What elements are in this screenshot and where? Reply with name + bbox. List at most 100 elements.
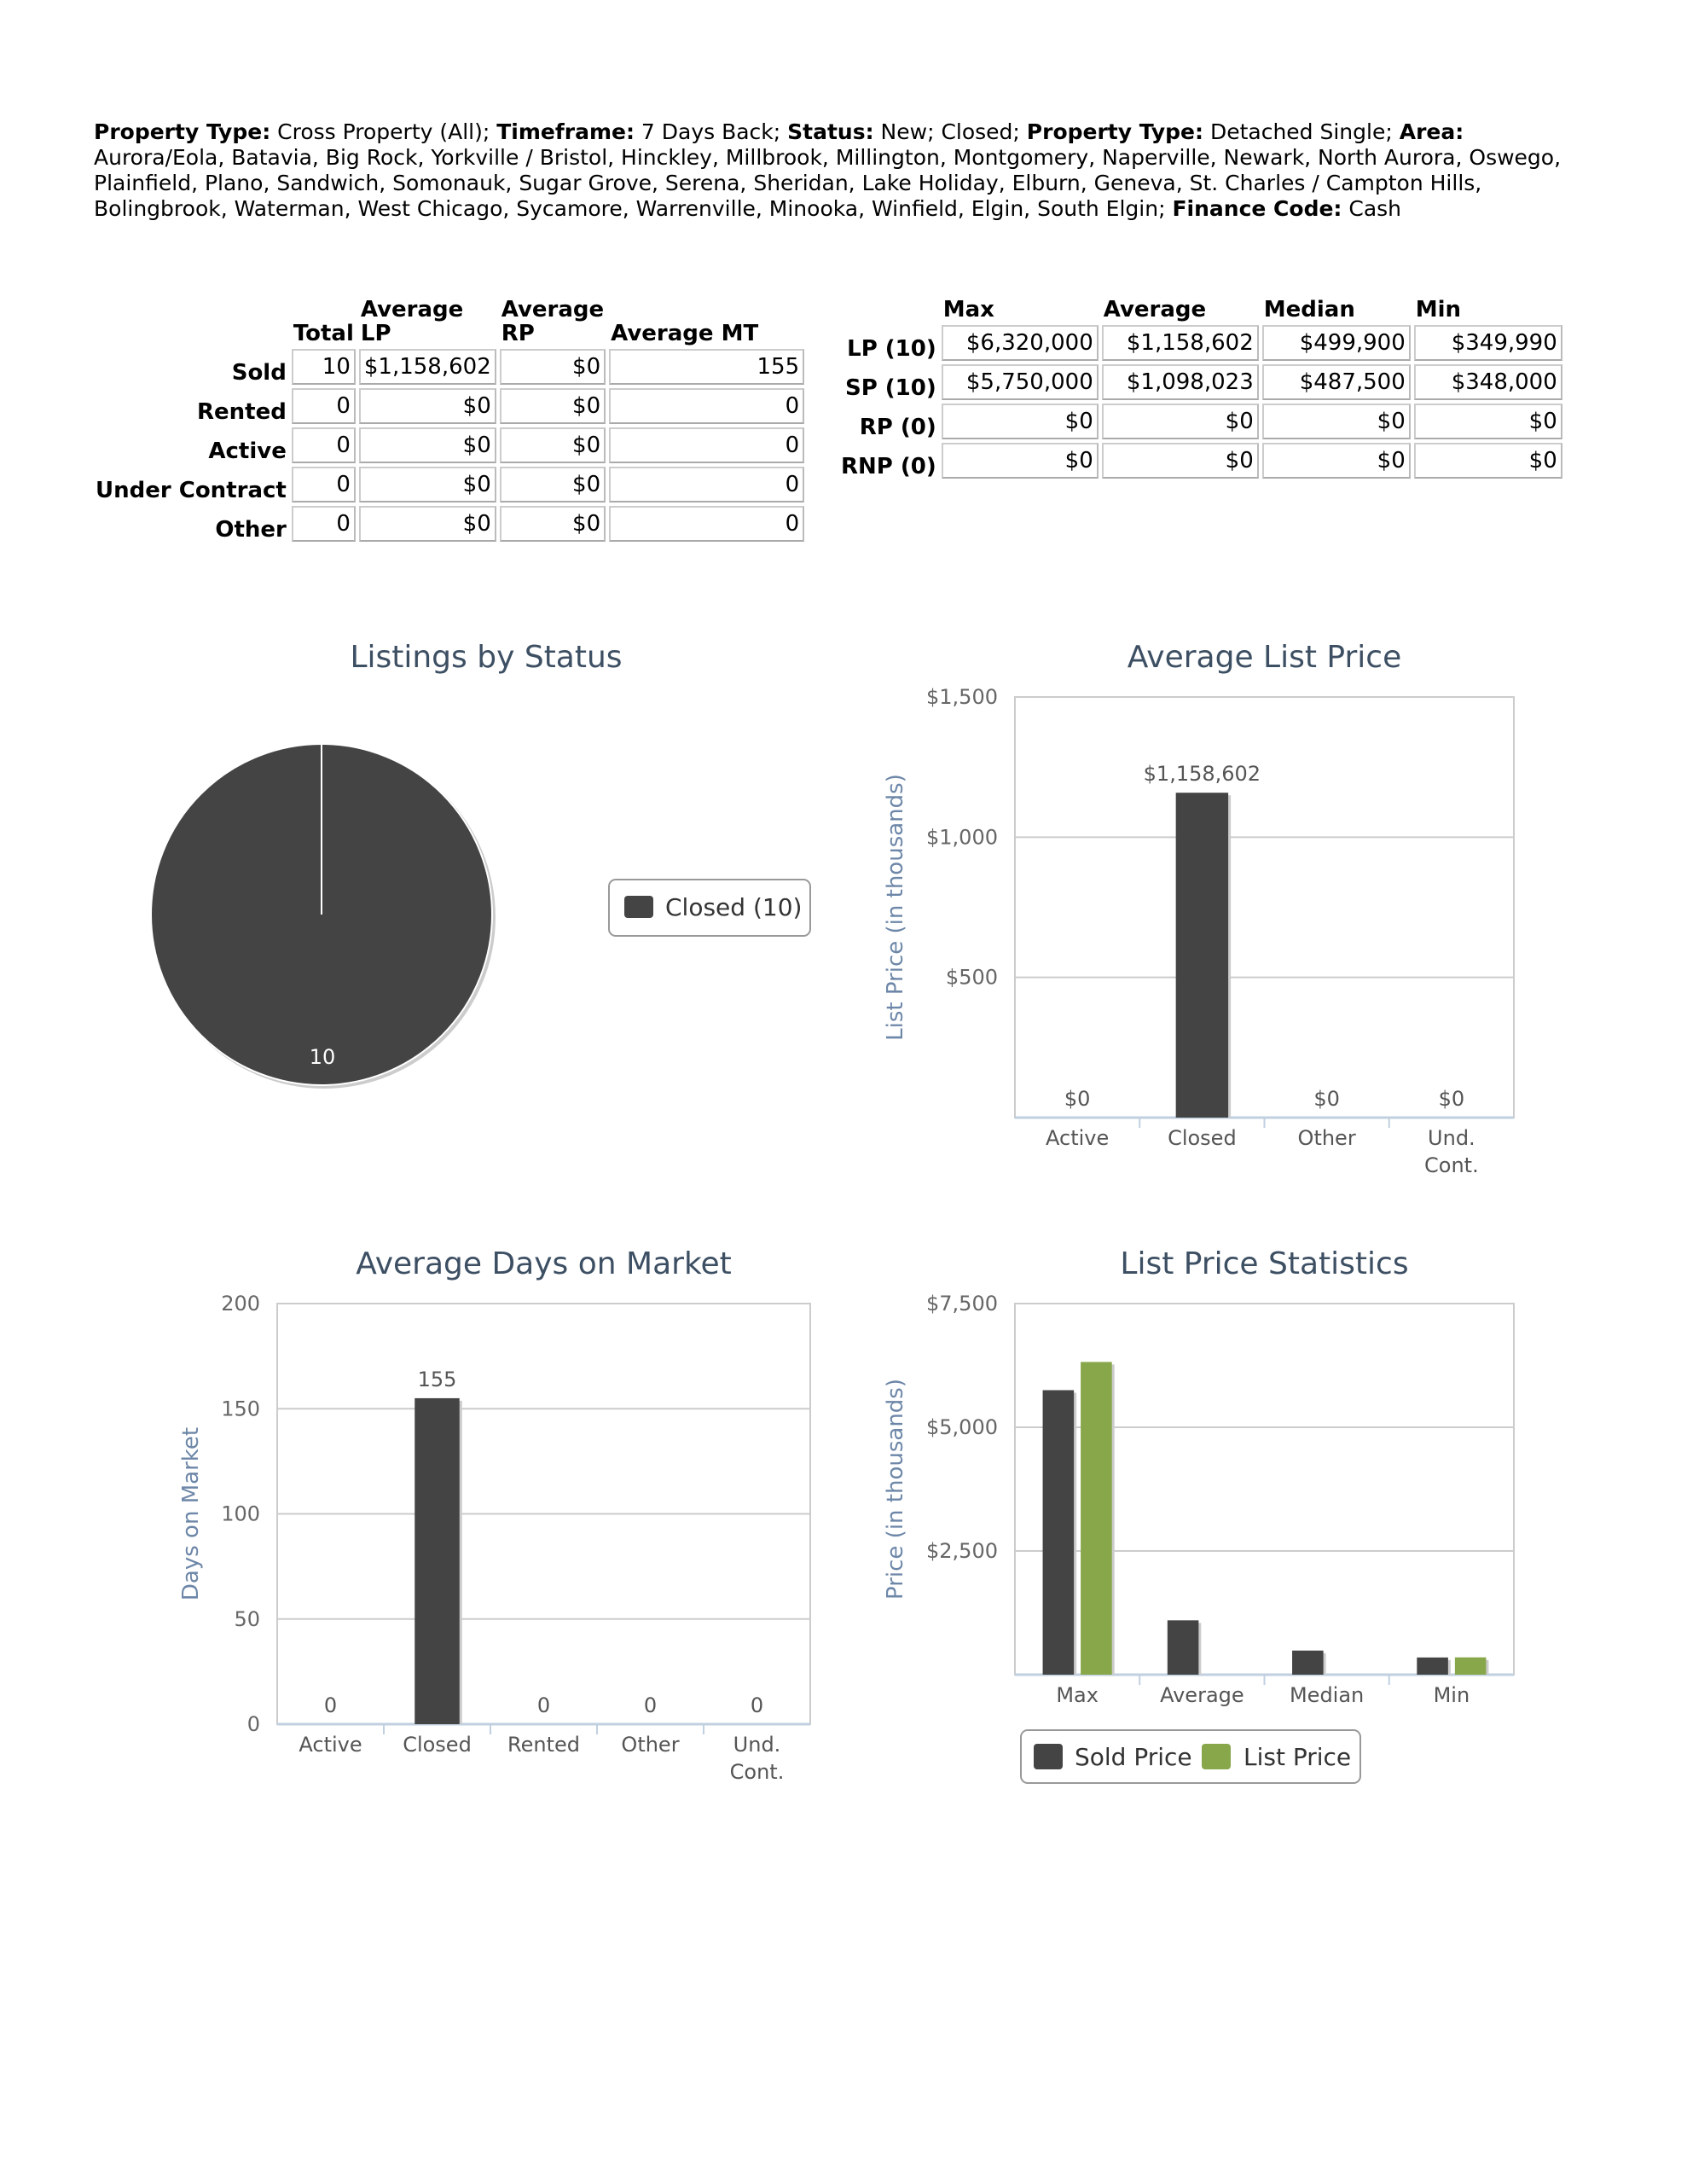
- table-cell: $1,098,023: [1101, 364, 1259, 400]
- column-header: Min: [1415, 297, 1462, 322]
- column-header: Average MT: [611, 321, 759, 346]
- x-tick-label: Active: [299, 1733, 362, 1757]
- bar-data-label: 155: [418, 1368, 457, 1391]
- table-cell: 0: [291, 388, 356, 424]
- x-tick-label: Active: [1046, 1126, 1109, 1150]
- x-tick-label: Average: [1160, 1683, 1244, 1707]
- table-row: Active 0 $0 $0 0: [94, 427, 805, 464]
- bar-sold-price: [1042, 1390, 1075, 1675]
- table-cell: 0: [291, 467, 356, 502]
- y-tick-label: $7,500: [926, 1292, 998, 1316]
- table-cell: $0: [499, 427, 606, 463]
- bar-closed: [415, 1397, 460, 1724]
- table-cell: 0: [291, 427, 356, 463]
- table-cell: 0: [291, 506, 356, 542]
- criteria-value: Cash: [1342, 196, 1402, 221]
- bar-list-price: [1081, 1362, 1112, 1675]
- column-header: Average RP: [501, 297, 605, 346]
- legend-box: [1020, 1729, 1361, 1784]
- bar-closed: [1175, 793, 1229, 1118]
- table-row: LP (10) $6,320,000 $1,158,602 $499,900 $349,…: [839, 325, 1562, 361]
- bar-list-price: [1454, 1657, 1487, 1675]
- row-header: RP (0): [859, 415, 936, 440]
- criteria-key: Timeframe:: [496, 119, 635, 144]
- y-tick-label: 50: [234, 1607, 260, 1631]
- row-header: LP (10): [847, 336, 936, 362]
- table-cell: $0: [499, 388, 606, 424]
- row-header: SP (10): [844, 375, 936, 401]
- bar-data-label: $0: [1064, 1087, 1091, 1111]
- chart-title: List Price Statistics: [1120, 1246, 1408, 1281]
- row-header: Active: [208, 439, 287, 464]
- table-cell: $1,158,602: [358, 349, 496, 385]
- table-cell: $5,750,000: [941, 364, 1099, 400]
- row-header: Under Contract: [96, 478, 287, 503]
- x-tick-label: Median: [1290, 1683, 1364, 1707]
- table-cell: $0: [1101, 443, 1259, 479]
- table-cell: $0: [1413, 443, 1562, 479]
- table-row: RP (0) $0 $0 $0 $0: [839, 404, 1562, 439]
- table-cell: 10: [291, 349, 356, 385]
- table-cell: $0: [358, 388, 496, 424]
- y-tick-label: $2,500: [926, 1539, 998, 1563]
- legend-label-sold: Sold Price: [1075, 1743, 1192, 1771]
- table-row: Under Contract 0 $0 $0 0: [94, 467, 805, 503]
- y-tick-label: 100: [221, 1502, 260, 1526]
- criteria-value: Cross Property (All);: [270, 119, 497, 144]
- table-cell: 0: [609, 467, 805, 502]
- x-tick-label: Min: [1434, 1683, 1470, 1707]
- x-tick-label: Max: [1056, 1683, 1099, 1707]
- criteria-value: 7 Days Back;: [634, 119, 788, 144]
- table-row: Rented 0 $0 $0 0: [94, 388, 805, 425]
- x-tick-label: Other: [1298, 1126, 1356, 1150]
- y-tick-label: 200: [221, 1292, 260, 1316]
- table-row: Other 0 $0 $0 0: [94, 506, 805, 542]
- bar-data-label: $1,158,602: [1144, 762, 1261, 786]
- row-header: Rented: [197, 399, 287, 425]
- bar-data-label: $0: [1313, 1087, 1340, 1111]
- row-header: Sold: [231, 360, 287, 386]
- table-cell: 0: [609, 427, 805, 463]
- bar-data-label: 0: [537, 1693, 550, 1717]
- table-cell: $0: [1413, 404, 1562, 439]
- column-header: Total: [293, 321, 354, 346]
- table-cell: $349,990: [1413, 325, 1562, 361]
- x-tick-label: Cont.: [730, 1760, 785, 1784]
- bar-data-label: $0: [1439, 1087, 1465, 1111]
- column-header: Max: [942, 297, 994, 322]
- table-cell: $1,158,602: [1101, 325, 1259, 361]
- chart-title: Average List Price: [1128, 640, 1401, 675]
- y-tick-label: $500: [946, 966, 998, 990]
- bar-data-label: 0: [751, 1693, 763, 1717]
- x-tick-label: Cont.: [1424, 1153, 1479, 1177]
- criteria-key: Area:: [1399, 119, 1464, 144]
- row-header: RNP (0): [841, 454, 936, 479]
- table-row: Sold 10 $1,158,602 $0 155: [94, 349, 805, 386]
- criteria-value: Aurora/Eola, Batavia, Big Rock, Yorkvill…: [94, 145, 1562, 221]
- pie-data-label: 10: [310, 1045, 336, 1069]
- criteria-value: Detached Single;: [1203, 119, 1400, 144]
- legend-label-list: List Price: [1244, 1743, 1351, 1771]
- bar-sold-price: [1292, 1650, 1324, 1675]
- bar-data-label: 0: [644, 1693, 657, 1717]
- table-cell: $0: [941, 404, 1099, 439]
- column-header: Median: [1263, 297, 1355, 322]
- table-cell: $0: [1261, 443, 1411, 479]
- column-header: Average: [1103, 297, 1207, 322]
- criteria-key: Property Type:: [94, 119, 271, 144]
- table-cell: $0: [499, 349, 606, 385]
- header-row: Total Average LP Average RP Average MT: [94, 298, 804, 346]
- legend-swatch-closed: [624, 896, 653, 918]
- y-tick-label: 150: [221, 1397, 260, 1420]
- x-tick-label: Und.: [733, 1733, 781, 1757]
- table-cell: 0: [609, 388, 805, 424]
- x-tick-label: Other: [621, 1733, 679, 1757]
- plot-area: [1014, 696, 1515, 1118]
- header-row: Max Average Median Min: [839, 298, 1562, 322]
- y-tick-label: $1,500: [926, 685, 998, 709]
- table-cell: $0: [358, 506, 496, 542]
- table-cell: 0: [609, 506, 805, 542]
- search-criteria: Property Type: Cross Property (All); Tim…: [94, 119, 1595, 222]
- legend-label-closed: Closed (10): [665, 893, 802, 921]
